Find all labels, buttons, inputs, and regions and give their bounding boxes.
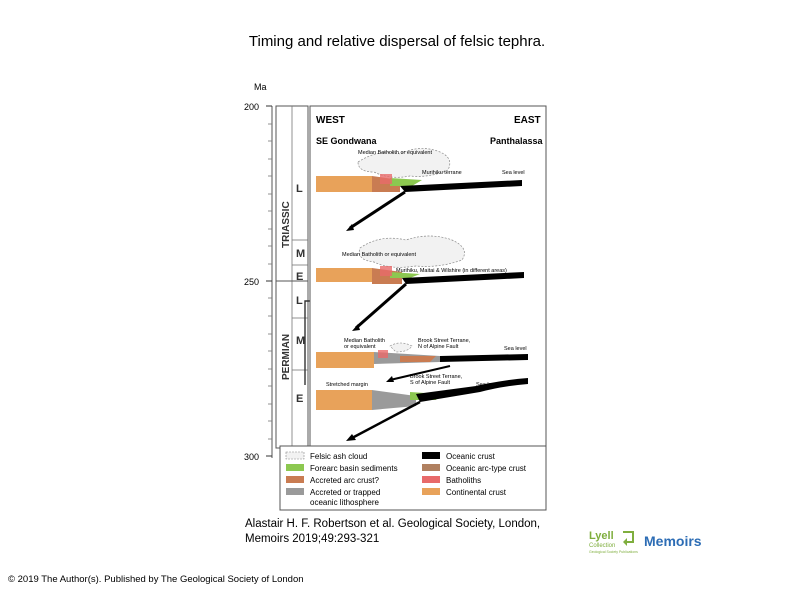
continental-crust-1 bbox=[316, 176, 372, 192]
period-permian: PERMIAN bbox=[281, 334, 292, 380]
legend-accreted-trapped-1: Accreted or trapped bbox=[310, 488, 380, 497]
continental-crust-4 bbox=[316, 390, 372, 410]
panel2-terranes-label: Murihiku, Maitai & Wilshire (in differen… bbox=[396, 268, 507, 274]
gondwana-label: SE Gondwana bbox=[316, 136, 378, 146]
epoch-early-permian: E bbox=[296, 393, 303, 405]
panel-middle-permian: Median Batholith or equivalent Brook Str… bbox=[316, 338, 528, 382]
panel3-brook-label-2: N of Alpine Fault bbox=[418, 344, 459, 350]
tick-label-300: 300 bbox=[244, 452, 259, 462]
panel3-sea-level-label: Sea level bbox=[504, 346, 527, 352]
panel-early-triassic: Median Batholith or equivalent Murihiku,… bbox=[316, 235, 524, 331]
epoch-late-triassic: L bbox=[296, 183, 303, 195]
oceanic-crust-3 bbox=[440, 354, 528, 362]
slide-title: Timing and relative dispersal of felsic … bbox=[248, 33, 546, 50]
period-triassic: TRIASSIC bbox=[281, 201, 292, 248]
epoch-middle-triassic: M bbox=[296, 248, 305, 260]
axis-unit-label: Ma bbox=[254, 82, 267, 92]
epoch-early-triassic: E bbox=[296, 271, 303, 283]
ash-cloud-2 bbox=[358, 235, 465, 268]
panel-early-permian: Stretched margin Brook Street Terrane, S… bbox=[316, 374, 528, 441]
citation-line-1: Alastair H. F. Robertson et al. Geologic… bbox=[245, 518, 541, 530]
legend-felsic-ash: Felsic ash cloud bbox=[310, 452, 367, 461]
logo-memoirs: Memoirs bbox=[644, 533, 702, 549]
east-label: EAST bbox=[514, 115, 541, 126]
citation: Alastair H. F. Robertson et al. Geologic… bbox=[245, 517, 605, 547]
continental-crust-2 bbox=[316, 268, 372, 282]
legend-oceanic-arc: Oceanic arc-type crust bbox=[446, 464, 527, 473]
panel4-shelf-label: Stretched margin bbox=[326, 382, 368, 388]
legend-accreted-arc: Accreted arc crust? bbox=[310, 476, 379, 485]
copyright: © 2019 The Author(s). Published by The G… bbox=[8, 574, 304, 585]
epoch-middle-permian: M bbox=[296, 335, 305, 347]
legend-continental: Continental crust bbox=[446, 488, 507, 497]
legend-batholiths: Batholiths bbox=[446, 476, 481, 485]
tick-label-200: 200 bbox=[244, 102, 259, 112]
legend-right: Oceanic crust Oceanic arc-type crust Bat… bbox=[422, 452, 527, 497]
panel3-brook-label-1: Brook Street Terrane, bbox=[418, 338, 471, 344]
west-label: WEST bbox=[316, 115, 345, 126]
panel1-median-label: Median Batholith or equivalent bbox=[358, 150, 432, 156]
lyell-memoirs-logo: Lyell Collection Geological Society Publ… bbox=[589, 530, 702, 554]
ash-cloud-1 bbox=[357, 148, 451, 178]
panthalassa-label: Panthalassa bbox=[490, 136, 544, 146]
panel4-brook-label-1: Brook Street Terrane, bbox=[410, 374, 463, 380]
panel3-median-label-1: Median Batholith bbox=[344, 338, 385, 344]
legend-accreted-trapped-2: oceanic lithosphere bbox=[310, 498, 379, 507]
minor-ticks bbox=[268, 123, 272, 440]
legend-left: Felsic ash cloud Forearc basin sediments… bbox=[285, 451, 398, 507]
logo-arrow-icon bbox=[623, 531, 634, 543]
epoch-late-permian: L bbox=[296, 295, 303, 307]
panel1-murihiku-label: Murihiku terrane bbox=[422, 170, 462, 176]
citation-line-2: Memoirs 2019;49:293-321 bbox=[245, 533, 380, 545]
logo-collection: Collection bbox=[589, 543, 615, 549]
panel-late-triassic: Median Batholith or equivalent Murihiku … bbox=[316, 148, 525, 231]
oceanic-crust-2 bbox=[402, 272, 524, 284]
tephra-timing-figure: Ma 200 250 300 TRIASSIC PERMIAN L M E L … bbox=[244, 82, 547, 511]
legend-forearc: Forearc basin sediments bbox=[310, 464, 398, 473]
tick-label-250: 250 bbox=[244, 277, 259, 287]
logo-tagline: Geological Society Publications bbox=[589, 550, 638, 554]
panel3-median-label-2: or equivalent bbox=[344, 344, 376, 350]
continental-crust-3 bbox=[316, 352, 374, 368]
logo-lyell: Lyell bbox=[589, 530, 614, 542]
oceanic-crust-4 bbox=[416, 378, 528, 402]
oceanic-crust-1 bbox=[400, 180, 522, 192]
legend bbox=[279, 445, 547, 511]
panel4-brook-label-2: S of Alpine Fault bbox=[410, 380, 451, 386]
legend-oceanic-crust: Oceanic crust bbox=[446, 452, 496, 461]
panel1-sea-level-label: Sea level bbox=[502, 170, 525, 176]
panel2-median-label: Median Batholith or equivalent bbox=[342, 252, 416, 258]
